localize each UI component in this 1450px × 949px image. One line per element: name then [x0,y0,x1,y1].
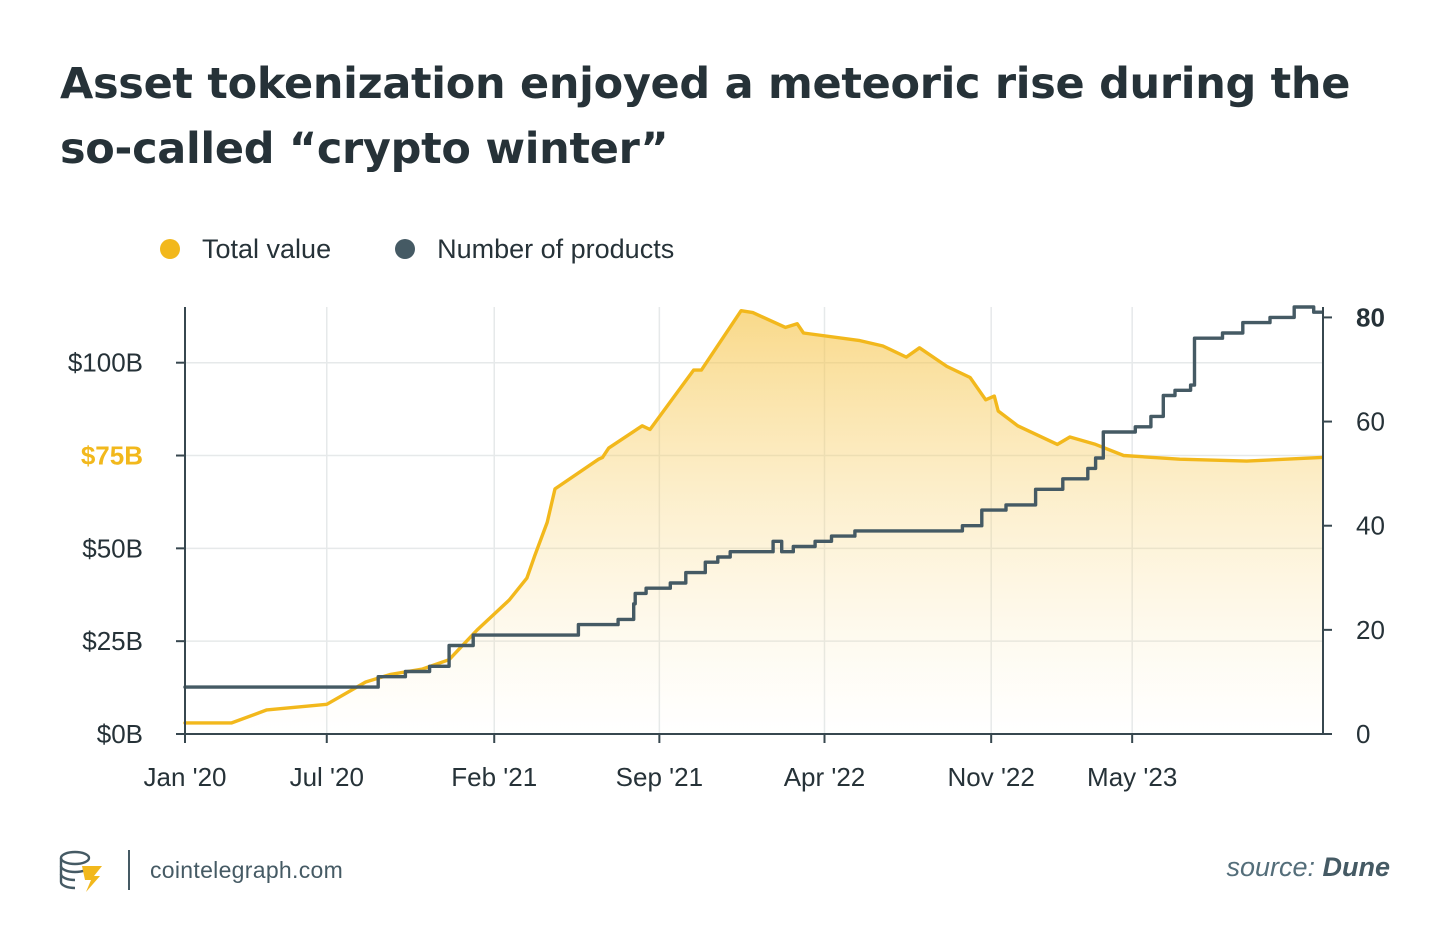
legend-item-total-value: Total value [160,234,331,265]
page-title: Asset tokenization enjoyed a meteoric ri… [60,59,1351,174]
series-area-total-value [185,310,1323,734]
y-right-tick-label: 60 [1356,407,1385,437]
y-left-tick-label: $100B [68,348,143,378]
x-tick-label: Nov '22 [948,762,1035,792]
source-credit: source: Dune [1226,852,1390,883]
area-layer [185,310,1323,734]
y-left-tick-label: $25B [82,626,143,656]
legend-dot-total-value [160,239,180,259]
brand-separator [128,850,130,890]
y-right-tick-label: 20 [1356,615,1385,645]
source-prefix: source: [1226,852,1315,882]
x-tick-label: Feb '21 [451,762,537,792]
y-right-tick-label: 0 [1356,719,1370,749]
y-right-tick-label: 40 [1356,511,1385,541]
series-layer [183,305,1324,725]
x-tick-label: Apr '22 [784,762,866,792]
legend-item-number-of-products: Number of products [395,234,674,265]
legend-dot-number-of-products [395,239,416,259]
legend-label-number-of-products: Number of products [437,233,675,264]
legend-label-total-value: Total value [202,233,332,264]
y-left-tick-label: $50B [82,533,143,563]
source-name: Dune [1322,852,1391,882]
x-tick-label: Jul '20 [290,762,364,792]
y-right-tick-label: 80 [1356,302,1385,332]
x-tick-label: Sep '21 [616,762,703,792]
axis-layer [176,307,1332,743]
coins-logo-icon [59,850,102,892]
x-tick-label: Jan '20 [143,762,226,792]
brand: cointelegraph.com [58,846,343,894]
y-left-tick-label: $0B [97,719,143,749]
y-left-tick-label: $75B [81,441,143,471]
chart-legend: Total value Number of products [160,232,738,266]
series-line-number-of-products [183,305,1324,689]
brand-link[interactable]: cointelegraph.com [150,856,344,883]
footer: cointelegraph.com source: Dune [58,846,1398,894]
label-layer: Jan '20 Jul '20 Feb '21 Sep '21 Apr '22 Nov '… [68,302,1385,792]
x-tick-label: May '23 [1087,762,1177,792]
